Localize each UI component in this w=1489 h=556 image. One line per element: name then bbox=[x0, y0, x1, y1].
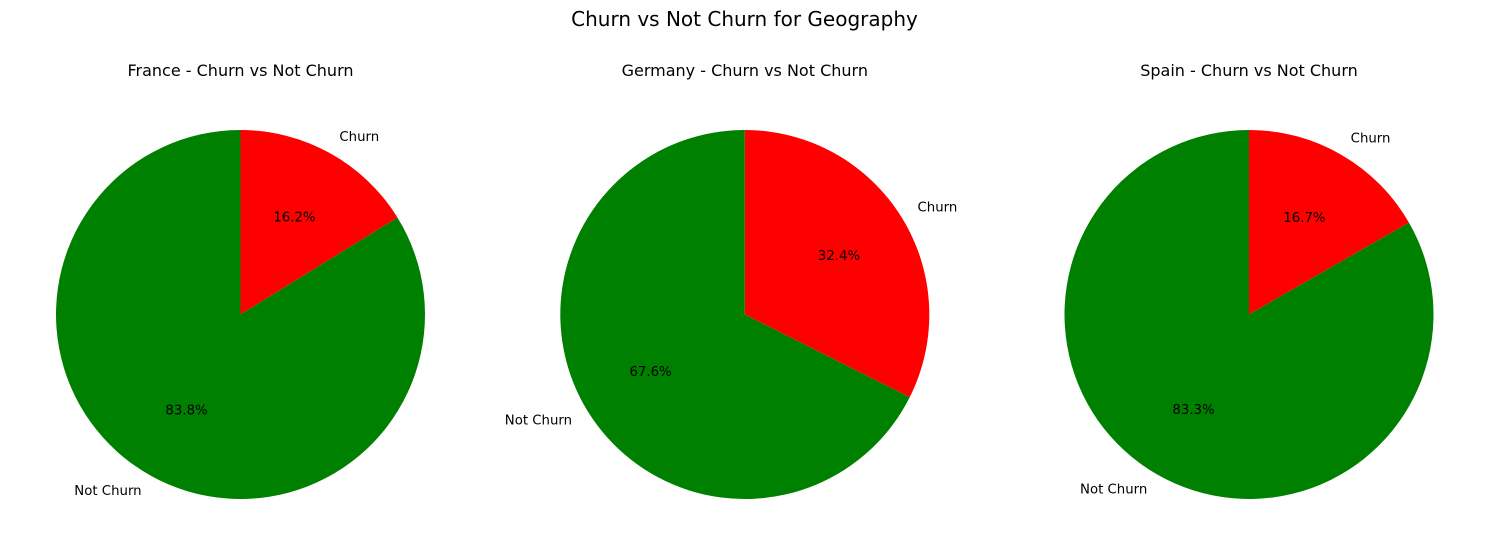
pie-percent-label-not-churn: 67.6% bbox=[629, 365, 671, 380]
charts-container: France - Churn vs Not Churn 16.2% Churn 83.… bbox=[55, 61, 1434, 499]
pie-category-label-churn: Churn bbox=[339, 130, 379, 145]
pie-slice-churn bbox=[744, 130, 930, 398]
pie-percent-label-churn: 32.4% bbox=[818, 249, 860, 264]
pie-slice-not-churn bbox=[1064, 130, 1434, 499]
pie-title: Germany - Churn vs Not Churn bbox=[622, 61, 868, 80]
pie-title: Spain - Churn vs Not Churn bbox=[1140, 61, 1358, 80]
pie-chart-3: Spain - Churn vs Not Churn 16.7% Churn 83.3… bbox=[1064, 61, 1434, 499]
pie-percent-label-churn: 16.2% bbox=[273, 210, 315, 225]
pie-title: France - Churn vs Not Churn bbox=[127, 61, 353, 80]
pie-slice-churn bbox=[1249, 130, 1409, 315]
pie-slice-churn bbox=[240, 130, 398, 315]
figure-title: Churn vs Not Churn for Geography bbox=[571, 7, 918, 31]
pie-category-label-not-churn: Not Churn bbox=[74, 484, 141, 499]
pie-category-label-not-churn: Not Churn bbox=[1080, 483, 1147, 498]
pie-chart-2: Germany - Churn vs Not Churn 32.4% Churn 67… bbox=[505, 61, 958, 499]
pie-percent-label-not-churn: 83.3% bbox=[1172, 403, 1214, 418]
pie-category-label-not-churn: Not Churn bbox=[505, 414, 572, 429]
pie-percent-label-churn: 16.7% bbox=[1283, 211, 1325, 226]
pie-chart-1: France - Churn vs Not Churn 16.2% Churn 83.… bbox=[55, 61, 425, 499]
pie-category-label-churn: Churn bbox=[918, 200, 958, 215]
pie-percent-label-not-churn: 83.8% bbox=[165, 404, 207, 419]
pie-category-label-churn: Churn bbox=[1351, 131, 1391, 146]
pie-slice-not-churn bbox=[560, 130, 910, 499]
pie-slice-not-churn bbox=[55, 130, 425, 499]
